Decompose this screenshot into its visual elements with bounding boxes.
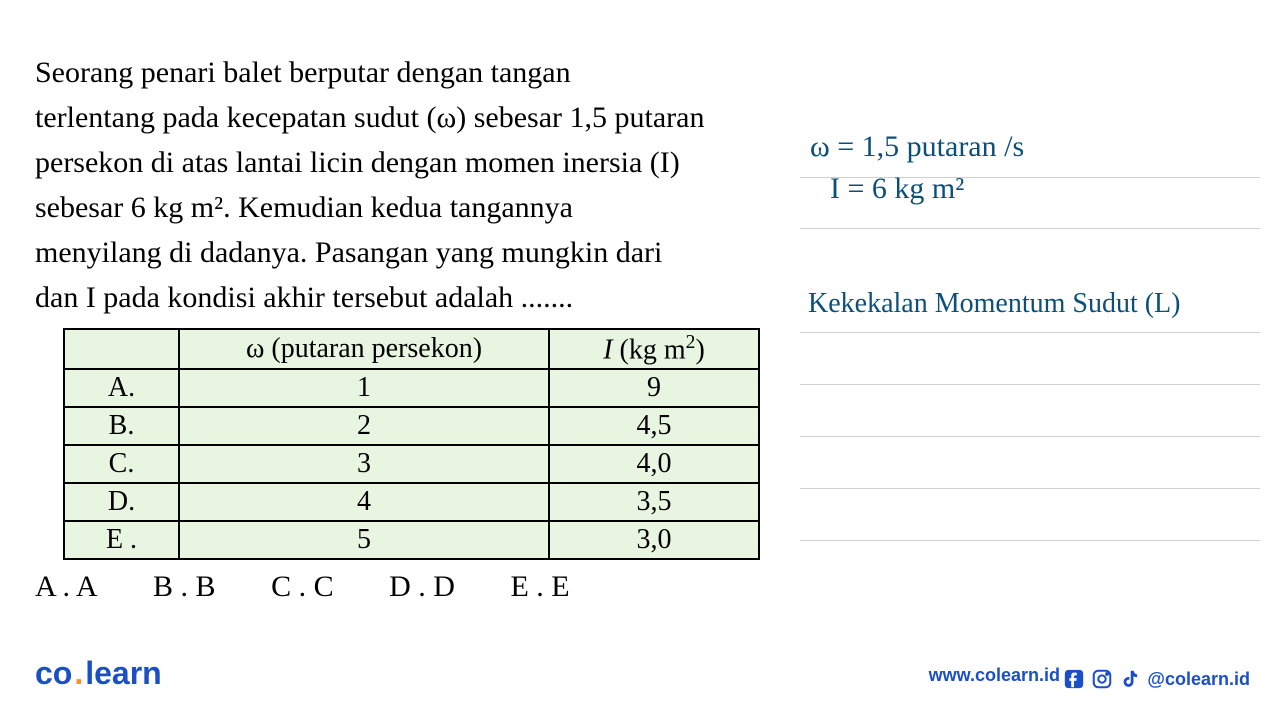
principle-text: Kekekalan Momentum Sudut (L) bbox=[808, 288, 1180, 319]
header-inertia-symbol: I bbox=[603, 334, 612, 365]
row-label: E . bbox=[64, 521, 179, 559]
question-line6: dan I pada kondisi akhir tersebut adalah… bbox=[35, 281, 573, 314]
row-omega: 5 bbox=[179, 521, 549, 559]
header-inertia-text: (kg m bbox=[613, 334, 686, 365]
row-inertia: 9 bbox=[549, 369, 759, 407]
instagram-icon bbox=[1091, 668, 1113, 690]
row-label: A. bbox=[64, 369, 179, 407]
website-url: www.colearn.id bbox=[929, 665, 1060, 686]
ruled-line bbox=[800, 436, 1260, 437]
row-inertia: 4,5 bbox=[549, 407, 759, 445]
header-blank bbox=[64, 329, 179, 369]
question-line2-post: ) sebesar 1,5 putaran bbox=[456, 101, 704, 134]
row-omega: 2 bbox=[179, 407, 549, 445]
logo-co: co bbox=[35, 655, 72, 691]
table-row: D. 4 3,5 bbox=[64, 483, 759, 521]
colearn-logo: co.learn bbox=[35, 655, 162, 692]
answer-table: ω (putaran persekon) I (kg m2) A. 1 9 B.… bbox=[63, 328, 785, 560]
row-label: D. bbox=[64, 483, 179, 521]
logo-dot: . bbox=[74, 655, 83, 692]
question-text: Seorang penari balet berputar dengan tan… bbox=[35, 50, 785, 320]
ruled-line bbox=[800, 488, 1260, 489]
handwritten-omega: ω = 1,5 putaran /s bbox=[810, 130, 1260, 164]
row-omega: 4 bbox=[179, 483, 549, 521]
row-inertia: 4,0 bbox=[549, 445, 759, 483]
ruled-line bbox=[800, 228, 1260, 229]
handwritten-notes: ω = 1,5 putaran /s I = 6 kg m² bbox=[810, 130, 1260, 214]
option-c: C . C bbox=[271, 570, 334, 603]
question-line4: sebesar 6 kg m². Kemudian kedua tanganny… bbox=[35, 191, 573, 224]
ruled-line bbox=[800, 540, 1260, 541]
table-row: A. 1 9 bbox=[64, 369, 759, 407]
row-label: B. bbox=[64, 407, 179, 445]
row-inertia: 3,5 bbox=[549, 483, 759, 521]
header-inertia-sup: 2 bbox=[686, 332, 696, 353]
header-omega: ω (putaran persekon) bbox=[179, 329, 549, 369]
row-omega: 3 bbox=[179, 445, 549, 483]
handwritten-inertia: I = 6 kg m² bbox=[810, 172, 1260, 206]
row-label: C. bbox=[64, 445, 179, 483]
table-header-row: ω (putaran persekon) I (kg m2) bbox=[64, 329, 759, 369]
option-a: A . A bbox=[35, 570, 98, 603]
question-line3: persekon di atas lantai licin dengan mom… bbox=[35, 146, 680, 179]
answer-options: A . A B . B C . C D . D E . E bbox=[35, 570, 785, 604]
row-omega: 1 bbox=[179, 369, 549, 407]
question-line2-pre: terlentang pada kecepatan sudut ( bbox=[35, 101, 436, 134]
option-b: B . B bbox=[153, 570, 216, 603]
social-handle: @colearn.id bbox=[1147, 669, 1250, 690]
option-d: D . D bbox=[389, 570, 455, 603]
row-inertia: 3,0 bbox=[549, 521, 759, 559]
facebook-icon bbox=[1063, 668, 1085, 690]
ruled-line bbox=[800, 332, 1260, 333]
footer: co.learn www.colearn.id @colearn.id bbox=[0, 650, 1280, 700]
table-row: E . 5 3,0 bbox=[64, 521, 759, 559]
tiktok-icon bbox=[1119, 668, 1141, 690]
question-line1: Seorang penari balet berputar dengan tan… bbox=[35, 56, 571, 89]
principle-heading: Kekekalan Momentum Sudut (L) bbox=[808, 288, 1180, 320]
header-omega-symbol: ω bbox=[246, 333, 264, 364]
ruled-line bbox=[800, 384, 1260, 385]
option-e: E . E bbox=[510, 570, 569, 603]
table-row: C. 3 4,0 bbox=[64, 445, 759, 483]
table-row: B. 2 4,5 bbox=[64, 407, 759, 445]
header-omega-text: (putaran persekon) bbox=[264, 333, 482, 364]
omega-symbol: ω bbox=[436, 101, 456, 134]
question-line5: menyilang di dadanya. Pasangan yang mung… bbox=[35, 236, 662, 269]
social-links: @colearn.id bbox=[1063, 668, 1250, 690]
logo-learn: learn bbox=[85, 655, 161, 691]
header-inertia: I (kg m2) bbox=[549, 329, 759, 369]
header-inertia-close: ) bbox=[695, 334, 704, 365]
